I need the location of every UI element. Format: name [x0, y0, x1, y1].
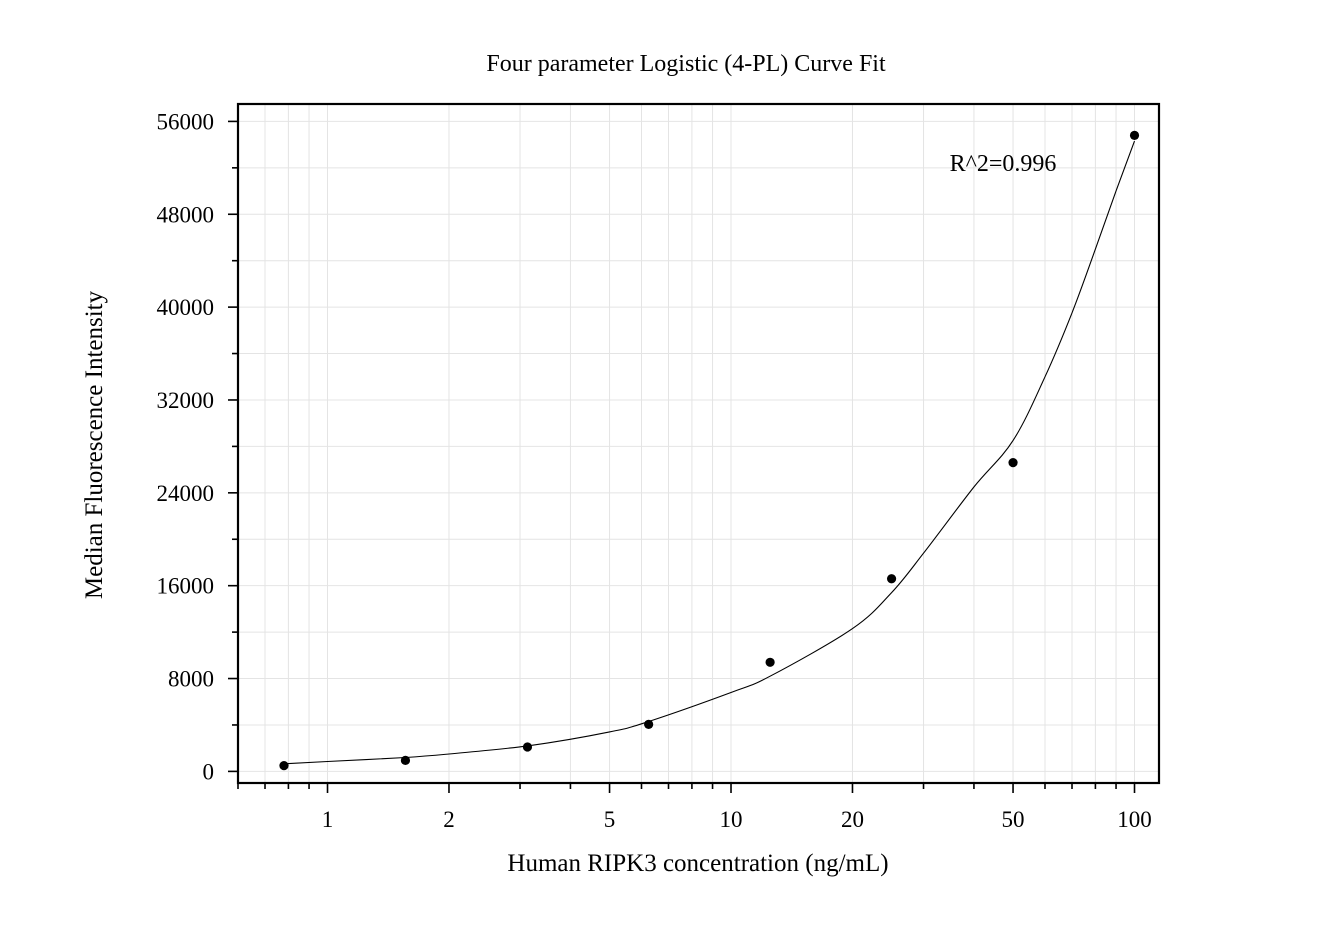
- grid: [237, 104, 1159, 783]
- y-tick-label: 40000: [157, 295, 215, 320]
- fit-curve-layer: [283, 140, 1136, 765]
- x-tick-label: 1: [322, 807, 334, 832]
- x-axis-label: Human RIPK3 concentration (ng/mL): [507, 850, 888, 877]
- data-point: [522, 742, 533, 752]
- y-tick-label: 8000: [168, 667, 214, 692]
- r-squared-annotation: R^2=0.996: [950, 151, 1057, 177]
- x-tick-label: 5: [604, 807, 616, 832]
- x-tick-label: 20: [841, 807, 864, 832]
- x-tick-label: 50: [1002, 807, 1025, 832]
- x-tick-label: 2: [443, 807, 455, 832]
- data-points-layer: [279, 130, 1140, 771]
- data-point: [886, 574, 897, 584]
- data-point: [279, 760, 289, 771]
- y-tick-label: 24000: [157, 481, 215, 506]
- chart-title: Four parameter Logistic (4-PL) Curve Fit: [486, 51, 886, 77]
- data-point: [765, 657, 775, 667]
- fit-curve: [283, 140, 1136, 765]
- y-axis-label: Median Fluorescence Intensity: [81, 290, 108, 599]
- y-tick-label: 56000: [157, 109, 215, 134]
- y-tick-label: 32000: [157, 388, 215, 413]
- y-tick-label: 0: [203, 759, 215, 784]
- y-tick-label: 48000: [157, 202, 215, 227]
- data-point: [644, 719, 654, 729]
- data-point: [400, 755, 411, 765]
- y-tick-label: 16000: [157, 574, 215, 599]
- x-tick-label: 100: [1117, 807, 1152, 832]
- data-point: [1008, 458, 1018, 468]
- data-point: [1129, 130, 1140, 140]
- axis-ticks: 1 2 5 10 20 50 100 0 8000 16000 24000 32000 40000 480…: [157, 109, 1152, 832]
- x-tick-label: 10: [720, 807, 743, 832]
- plot-frame: [236, 102, 1161, 785]
